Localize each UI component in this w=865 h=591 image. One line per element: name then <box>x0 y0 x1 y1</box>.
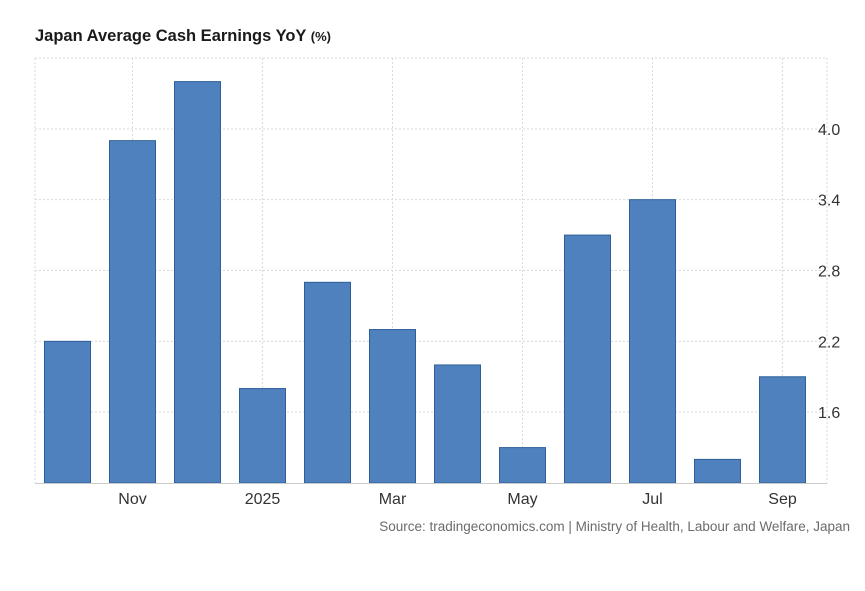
x-tick-label: Jul <box>642 491 662 508</box>
bar-2025-08 <box>694 458 741 484</box>
bar-2025-06 <box>564 234 611 484</box>
chart-title-unit: (%) <box>310 29 331 44</box>
bar-2025-03 <box>369 329 416 484</box>
x-tick-label: Sep <box>768 491 797 508</box>
bar-2025-09 <box>759 376 806 484</box>
source-note: Source: tradingeconomics.com | Ministry … <box>379 519 850 534</box>
bar-2024-12 <box>174 81 221 484</box>
x-tick-label: May <box>507 491 537 508</box>
x-tick-label: 2025 <box>245 491 281 508</box>
y-tick-label: 2.2 <box>818 334 840 351</box>
chart-title: Japan Average Cash Earnings YoY (%) <box>35 27 331 46</box>
y-tick-labels: 1.6 2.2 2.8 3.4 4.0 <box>818 122 840 422</box>
bar-2024-11 <box>109 140 156 484</box>
x-tick-labels: Nov 2025 Mar May Jul Sep <box>118 491 797 508</box>
bar-2025-07 <box>629 199 676 484</box>
bar-2025-05 <box>499 447 546 484</box>
bar-2025-01 <box>239 388 286 484</box>
bar-2025-02 <box>304 281 351 484</box>
bars <box>44 81 806 484</box>
x-tick-label: Nov <box>118 491 146 508</box>
x-tick-label: Mar <box>379 491 407 508</box>
y-tick-label: 1.6 <box>818 405 840 422</box>
y-tick-label: 4.0 <box>818 122 840 139</box>
grid-lines <box>34 57 828 483</box>
y-tick-label: 2.8 <box>818 264 840 281</box>
chart-title-text: Japan Average Cash Earnings YoY <box>35 27 307 45</box>
bar-2025-04 <box>434 364 481 484</box>
bar-2024-10 <box>44 340 91 484</box>
y-tick-label: 3.4 <box>818 193 840 210</box>
